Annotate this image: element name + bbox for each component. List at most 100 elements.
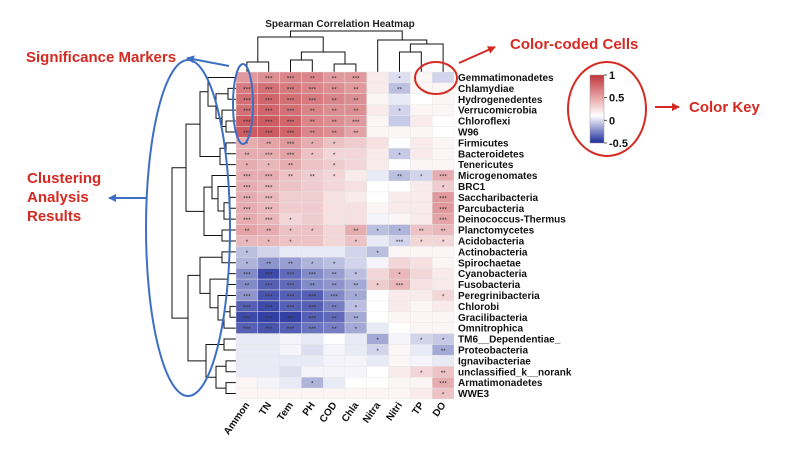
dendrogram-branch xyxy=(300,51,346,64)
heatmap-cell xyxy=(366,300,389,312)
significance-mark: *** xyxy=(439,381,447,388)
significance-mark: * xyxy=(442,239,445,246)
heatmap-cell xyxy=(235,387,258,400)
significance-mark: * xyxy=(355,304,358,311)
significance-mark: *** xyxy=(265,326,273,333)
heatmap-cell xyxy=(366,104,389,116)
heatmap-cell xyxy=(301,246,324,258)
heatmap-cell xyxy=(235,366,258,378)
heatmap-cell xyxy=(410,322,433,334)
significance-mark: * xyxy=(355,293,358,300)
significance-mark: *** xyxy=(396,283,404,290)
row-label: Ignavibacteriae xyxy=(458,356,531,367)
heatmap-cell xyxy=(432,355,455,367)
significance-mark: *** xyxy=(265,119,273,126)
heatmap-cell xyxy=(279,191,302,203)
heatmap-cell xyxy=(323,202,346,214)
heatmap-cell xyxy=(366,148,389,160)
significance-mark: *** xyxy=(287,152,295,159)
significance-mark: * xyxy=(311,261,314,268)
significance-mark: ** xyxy=(441,370,447,377)
heatmap-cell xyxy=(366,202,389,214)
significance-mark: *** xyxy=(287,315,295,322)
heatmap-cell xyxy=(323,377,346,389)
heatmap-cell xyxy=(366,71,389,84)
significance-arrow xyxy=(186,55,230,67)
heatmap-cell xyxy=(410,213,433,225)
heatmap-cell xyxy=(410,191,433,203)
column-label: Chla xyxy=(340,400,362,424)
significance-mark: *** xyxy=(352,119,360,126)
color-coded-arrow xyxy=(458,46,496,64)
heatmap-cell xyxy=(388,289,411,302)
heatmap-cell xyxy=(257,246,280,258)
significance-mark: *** xyxy=(287,76,295,83)
significance-mark: *** xyxy=(265,195,273,202)
column-label: PH xyxy=(301,400,318,418)
row-label: Chlamydiae xyxy=(458,84,515,95)
heatmap-cell xyxy=(366,366,389,378)
significance-mark: *** xyxy=(287,97,295,104)
heatmap-cell xyxy=(366,93,389,105)
row-label: Proteobacteria xyxy=(458,345,528,356)
heatmap-cell xyxy=(366,82,389,95)
heatmap-cell xyxy=(344,158,367,171)
heatmap-cell xyxy=(301,235,324,247)
row-label: Acidobacteria xyxy=(458,236,525,247)
significance-mark: *** xyxy=(309,304,317,311)
significance-mark: *** xyxy=(287,283,295,290)
heatmap-cell xyxy=(388,300,411,312)
dendrogram-branch xyxy=(227,87,236,100)
heatmap-cell xyxy=(257,366,280,378)
heatmap-cell xyxy=(344,344,367,356)
significance-mark: * xyxy=(442,392,445,399)
significance-mark: *** xyxy=(396,239,404,246)
significance-mark: *** xyxy=(265,152,273,159)
heatmap-cell xyxy=(279,377,302,389)
heatmap-cell xyxy=(366,289,389,302)
color-key-tick-label: 0.5 xyxy=(609,93,624,105)
color-key-tick-label: 1 xyxy=(609,70,615,82)
dendrogram-branch xyxy=(215,365,226,389)
heatmap-cell xyxy=(366,191,389,203)
column-label: DO xyxy=(431,400,449,419)
heatmap-cell xyxy=(432,268,455,280)
heatmap-cell xyxy=(432,300,455,312)
heatmap-cell xyxy=(388,333,411,345)
row-label: Omnitrophica xyxy=(458,324,523,335)
heatmap-cell xyxy=(410,289,433,302)
column-label: Nitra xyxy=(361,400,383,425)
column-label: Tem xyxy=(276,400,296,423)
significance-mark: *** xyxy=(309,293,317,300)
heatmap-cell xyxy=(323,180,346,193)
color-key-ticks: 1 0.5 0 -0.5 xyxy=(604,70,628,150)
significance-mark: ** xyxy=(332,272,338,279)
heatmap-cell xyxy=(344,387,367,400)
dendrogram-branch xyxy=(199,91,220,157)
significance-mark: *** xyxy=(243,174,251,181)
row-dendrogram xyxy=(171,76,236,395)
row-label: Hydrogenedentes xyxy=(458,95,543,106)
row-label: Planctomycetes xyxy=(458,226,535,237)
significance-mark: * xyxy=(333,141,336,148)
dendrogram-branch xyxy=(187,274,206,362)
significance-mark: * xyxy=(376,283,379,290)
dendrogram-branch xyxy=(171,167,188,319)
significance-mark: ** xyxy=(244,283,250,290)
significance-mark: *** xyxy=(243,217,251,224)
significance-mark: * xyxy=(376,250,379,257)
heatmap-cell xyxy=(279,387,302,400)
heatmap-cell xyxy=(344,333,367,345)
heatmap-cell xyxy=(323,366,346,378)
significance-mark: * xyxy=(311,141,314,148)
heatmap-cell xyxy=(301,202,324,214)
heatmap-cell xyxy=(235,344,258,356)
significance-mark: *** xyxy=(243,108,251,115)
significance-mark: ** xyxy=(244,152,250,159)
dendrogram-branch xyxy=(229,196,236,209)
color-key-tick-label: 0 xyxy=(609,115,615,127)
column-label: TP xyxy=(410,400,427,417)
heatmap-cell xyxy=(257,333,280,345)
heatmap-cell xyxy=(388,246,411,258)
